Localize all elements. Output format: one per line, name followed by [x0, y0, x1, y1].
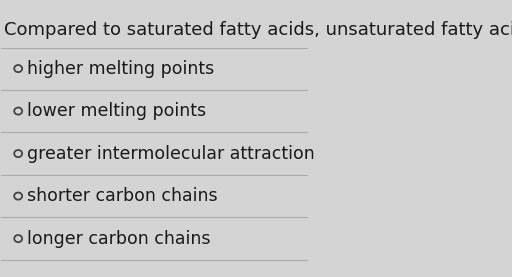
Text: longer carbon chains: longer carbon chains	[27, 230, 211, 248]
Text: shorter carbon chains: shorter carbon chains	[27, 187, 218, 205]
Text: Compared to saturated fatty acids, unsaturated fatty acids have _: Compared to saturated fatty acids, unsat…	[5, 20, 512, 39]
Text: greater intermolecular attraction: greater intermolecular attraction	[27, 145, 315, 163]
Text: higher melting points: higher melting points	[27, 60, 215, 78]
Text: lower melting points: lower melting points	[27, 102, 206, 120]
